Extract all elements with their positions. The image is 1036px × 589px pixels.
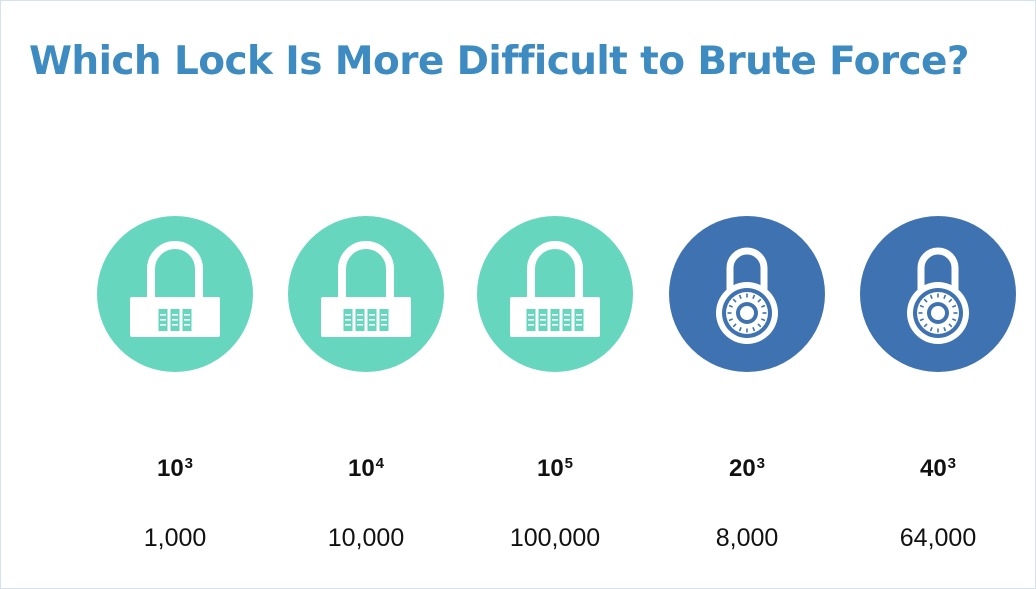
formula-exponent: 5 [564,455,574,472]
combinations-total: 100,000 [509,524,601,552]
combination-padlock-icon [321,241,411,337]
lock-circle [477,216,633,372]
slide-title: Which Lock Is More Difficult to Brute Fo… [29,39,969,84]
combination-padlock-icon [510,241,600,337]
combinations-formula: 104 [348,454,384,484]
combinations-total: 64,000 [899,524,977,552]
formula-base: 40 [919,455,947,482]
combinations-formula: 105 [537,454,573,484]
lock-column-4: 203 8,000 [669,216,825,553]
lock-circle [97,216,253,372]
lock-column-3: 105 100,000 [477,216,633,553]
combinations-formula: 403 [920,454,956,484]
lock-column-2: 104 10,000 [288,216,444,553]
formula-base: 10 [156,455,184,482]
lock-circle [288,216,444,372]
lock-circle [669,216,825,372]
formula-exponent: 3 [184,455,194,472]
combination-padlock-icon [130,241,220,337]
combinations-formula: 103 [157,454,193,484]
formula-exponent: 3 [756,455,766,472]
lock-column-5: 403 64,000 [860,216,1016,553]
formula-base: 10 [347,455,375,482]
lock-circle [860,216,1016,372]
formula-base: 10 [536,455,564,482]
dial-padlock-icon [907,247,969,344]
formula-exponent: 3 [947,455,957,472]
lock-column-1: 103 1,000 [97,216,253,553]
dial-padlock-icon [716,247,778,344]
combinations-total: 10,000 [327,524,405,552]
combinations-total: 1,000 [143,524,207,552]
formula-base: 20 [728,455,756,482]
combinations-formula: 203 [729,454,765,484]
formula-exponent: 4 [375,455,385,472]
combinations-total: 8,000 [715,524,779,552]
